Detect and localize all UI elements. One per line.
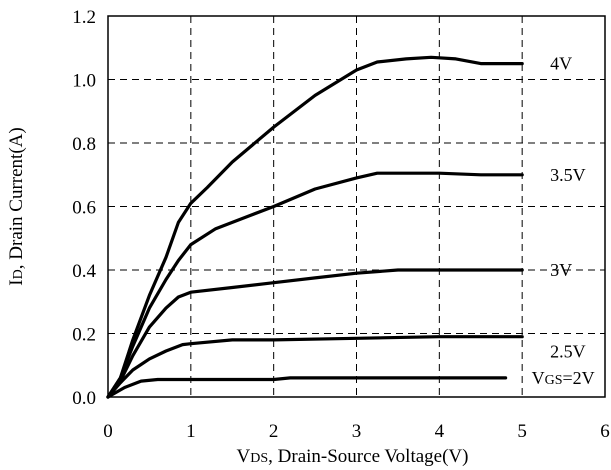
x-axis-title: VDS, Drain-Source Voltage(V) xyxy=(237,446,469,467)
x-tick-label: 5 xyxy=(517,421,527,442)
y-tick-label: 0.2 xyxy=(72,325,96,346)
y-tick-label: 0.8 xyxy=(72,134,96,155)
x-tick-label: 3 xyxy=(352,421,362,442)
label-rest: =2V xyxy=(563,368,595,388)
series-label-4V: 4V xyxy=(550,54,572,74)
series-line-2-5V xyxy=(106,335,524,399)
label-main: 3.5V xyxy=(550,165,586,185)
y-tick-label: 0.0 xyxy=(72,388,96,409)
series-line-3V xyxy=(106,268,524,399)
label-main: V xyxy=(237,446,251,467)
y-axis-title: ID, Drain Current(A) xyxy=(6,127,27,285)
label-main: I xyxy=(6,279,27,285)
label-main: 3V xyxy=(550,260,572,280)
x-tick-label: 1 xyxy=(186,421,196,442)
series-label-3-5V: 3.5V xyxy=(550,165,586,185)
plot-frame xyxy=(107,15,606,398)
series-line-4V xyxy=(106,55,524,399)
series-label-VGS-2V: VGS=2V xyxy=(532,368,595,388)
label-main: 4V xyxy=(550,54,572,74)
label-main: 2.5V xyxy=(550,342,586,362)
series-line-VGS-2V xyxy=(106,376,508,399)
x-tick-label: 6 xyxy=(600,421,610,442)
series-label-3V: 3V xyxy=(550,260,572,280)
x-tick-label: 0 xyxy=(103,421,113,442)
label-subscript: GS xyxy=(545,373,563,388)
y-tick-label: 1.2 xyxy=(72,7,96,28)
series-label-2-5V: 2.5V xyxy=(550,342,586,362)
x-tick-label: 4 xyxy=(435,421,445,442)
tick-labels: 0 1 2 3 4 5 6 0.0 0.2 0.4 0.6 0.8 1.0 1.2 xyxy=(72,7,610,442)
y-tick-label: 0.4 xyxy=(72,261,96,282)
series-lines xyxy=(106,55,524,399)
label-main: V xyxy=(532,368,545,388)
x-tick-label: 2 xyxy=(269,421,279,442)
label-subscript: DS xyxy=(250,451,268,466)
series-line-3-5V xyxy=(106,171,524,399)
y-tick-label: 0.6 xyxy=(72,198,96,219)
label-rest: , Drain Current(A) xyxy=(6,127,27,269)
y-tick-label: 1.0 xyxy=(72,71,96,92)
label-rest: , Drain-Source Voltage(V) xyxy=(268,446,468,467)
label-subscript: D xyxy=(11,269,26,279)
